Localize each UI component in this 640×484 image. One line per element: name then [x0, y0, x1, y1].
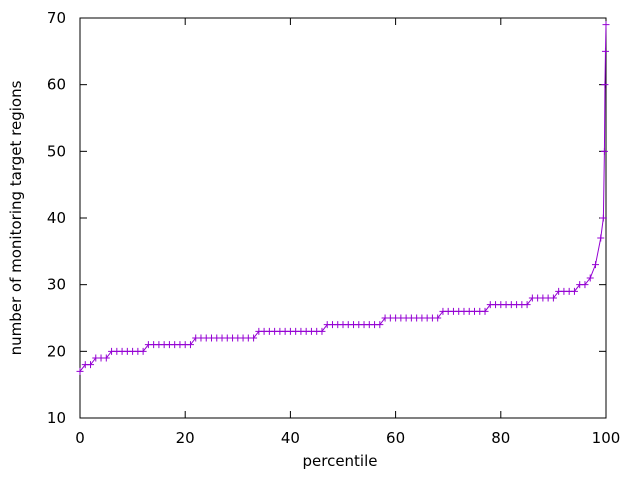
data-point — [250, 334, 258, 342]
data-point — [581, 281, 589, 289]
data-point — [601, 47, 609, 55]
x-tick-label: 80 — [491, 429, 510, 447]
data-point — [523, 301, 531, 309]
data-point — [591, 261, 599, 269]
x-tick-label: 40 — [281, 429, 300, 447]
data-point — [102, 354, 110, 362]
x-tick-label: 0 — [75, 429, 85, 447]
data-point — [602, 21, 610, 29]
data-point — [87, 361, 95, 369]
data-point — [586, 274, 594, 282]
data-point — [601, 81, 609, 89]
y-tick-label: 20 — [47, 342, 66, 360]
data-point — [139, 347, 147, 355]
x-tick-label: 60 — [386, 429, 405, 447]
data-point — [76, 367, 84, 375]
x-axis-label: percentile — [302, 452, 377, 470]
data-point — [186, 341, 194, 349]
data-point — [599, 214, 607, 222]
y-tick-label: 40 — [47, 209, 66, 227]
x-tick-label: 100 — [592, 429, 621, 447]
data-point — [434, 314, 442, 322]
y-tick-label: 30 — [47, 276, 66, 294]
data-point — [481, 307, 489, 315]
data-point — [597, 234, 605, 242]
y-axis-label: number of monitoring target regions — [7, 80, 25, 355]
y-tick-label: 10 — [47, 409, 66, 427]
data-point — [600, 147, 608, 155]
plot-border — [79, 17, 607, 419]
data-point — [549, 294, 557, 302]
data-line — [79, 24, 607, 372]
data-point — [318, 327, 326, 335]
y-tick-label: 60 — [47, 76, 66, 94]
x-tick-label: 20 — [176, 429, 195, 447]
data-point — [570, 287, 578, 295]
y-tick-label: 50 — [47, 142, 66, 160]
y-tick-label: 70 — [47, 9, 66, 27]
data-point — [376, 321, 384, 329]
